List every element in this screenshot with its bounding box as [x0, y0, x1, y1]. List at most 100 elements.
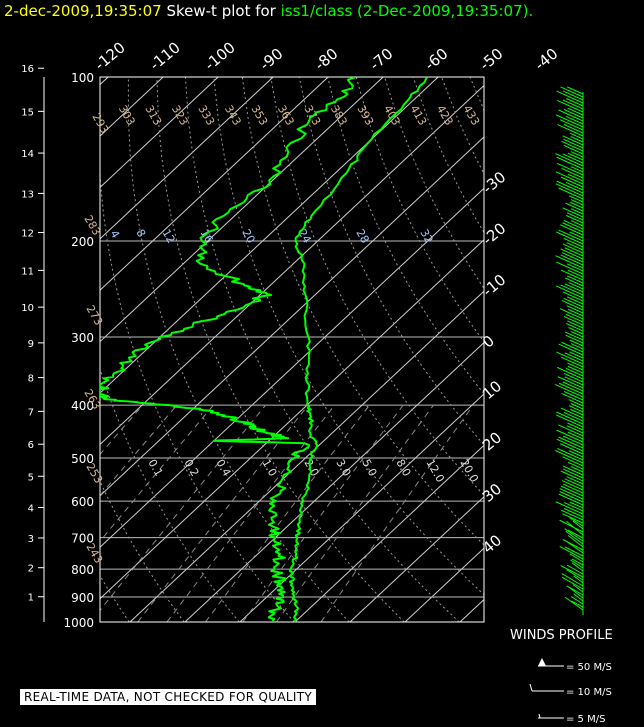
wind-barb [556, 351, 584, 365]
wind-barb [562, 513, 584, 524]
mixing-ratio-line [100, 404, 266, 612]
wind-barb [562, 243, 584, 254]
wind-barb [566, 86, 584, 95]
wind-barb [566, 296, 584, 305]
wind-barb [564, 352, 584, 362]
pressure-tick-label: 100 [71, 71, 94, 85]
wind-barb [570, 201, 584, 209]
temperature-tick-label: 10 [479, 377, 505, 403]
wind-barb [567, 152, 584, 161]
wind-barb [566, 212, 584, 221]
wind-barb [570, 466, 584, 473]
wind-barb [570, 403, 584, 410]
mixing-ratio-label: 2.0 [301, 457, 321, 479]
adiabat-label: 403 [381, 103, 403, 128]
adiabat-label: 413 [407, 103, 429, 128]
isotherm-line [100, 136, 484, 497]
wind-barb [564, 596, 584, 611]
adiabat-label: 353 [248, 103, 270, 128]
title-period: . [528, 2, 534, 20]
wind-barb [565, 322, 584, 332]
wind-barb [556, 231, 584, 245]
wind-barb [562, 291, 584, 302]
wind-barb [560, 284, 584, 296]
wind-barb [563, 297, 584, 308]
wind-barb [566, 305, 584, 314]
wind-barb [557, 448, 584, 461]
wind-barb [570, 220, 584, 227]
wind-barb [568, 399, 584, 407]
wind-barb [558, 436, 584, 449]
dry-adiabat [0, 77, 19, 622]
wind-barb [557, 124, 584, 137]
wind-barb [570, 331, 584, 338]
wind-barb [560, 176, 584, 188]
wind-barb [567, 362, 584, 371]
dry-adiabat [441, 77, 484, 175]
wind-barb [556, 366, 584, 380]
barb-5-icon [538, 713, 541, 719]
wind-barb [566, 520, 584, 536]
wind-barb [568, 327, 584, 335]
wind-barb [556, 180, 584, 194]
wind-barb [562, 207, 584, 218]
wind-barb [564, 376, 584, 386]
wind-barb [555, 171, 584, 185]
wind-barb [563, 391, 584, 401]
wind-barb [558, 109, 584, 122]
wind-barb [563, 108, 584, 119]
wind-barb [556, 429, 584, 443]
dry-adiabats [0, 77, 484, 622]
wind-barb [559, 491, 584, 503]
wind-barb [559, 443, 584, 455]
title-text: Skew-t plot for [166, 2, 276, 20]
pressure-tick-label: 600 [71, 495, 94, 509]
wind-barb [561, 509, 584, 521]
isotherms [100, 77, 484, 622]
adiabat-label: 253 [83, 461, 105, 486]
wind-barb [564, 502, 584, 512]
wind-barb [564, 283, 584, 293]
wind-barb [558, 493, 584, 506]
wind-barb [564, 277, 584, 287]
height-tick-label: 11 [21, 266, 34, 277]
wind-barb [561, 480, 584, 491]
pressure-tick-label: 400 [71, 399, 94, 413]
wind-barb [563, 219, 584, 230]
mixing-ratio-label: 12.0 [423, 457, 447, 485]
wind-profile [554, 86, 584, 615]
adiabat-label: 423 [434, 103, 456, 128]
mixing-ratio-label: 28 [353, 227, 371, 246]
mixing-ratio-label: 0.1 [145, 457, 165, 479]
wind-barb [569, 351, 584, 359]
isotherm-line [100, 77, 274, 240]
isotherm-line [129, 290, 484, 622]
isobars [100, 77, 484, 622]
mixing-ratio-label: 32 [417, 227, 435, 246]
wind-barb [560, 254, 584, 266]
wind-barb [569, 553, 584, 563]
wind-barb [566, 425, 584, 434]
mixing-ratio-line [100, 404, 178, 497]
dry-adiabat [384, 77, 484, 290]
height-tick-label: 10 [21, 303, 34, 314]
isotherm-line [184, 341, 484, 622]
wind-barb [561, 299, 584, 311]
dry-adiabat [241, 77, 484, 546]
wind-barb [573, 593, 584, 602]
wind-barb [568, 282, 584, 290]
wind-barb [563, 412, 584, 422]
height-tick-label: 16 [21, 64, 34, 75]
wind-barb [563, 123, 584, 134]
wind-barb [571, 562, 584, 572]
isotherm-line [349, 496, 484, 622]
page-title: 2-dec-2009,19:35:07 Skew-t plot for iss1… [4, 2, 533, 20]
wind-barb [570, 199, 584, 206]
dry-adiabat [213, 77, 484, 596]
wind-barb [567, 534, 584, 548]
wind-barb [562, 538, 584, 551]
wind-barb [565, 214, 584, 224]
height-tick-label: 14 [21, 149, 34, 160]
profiles [100, 77, 428, 622]
